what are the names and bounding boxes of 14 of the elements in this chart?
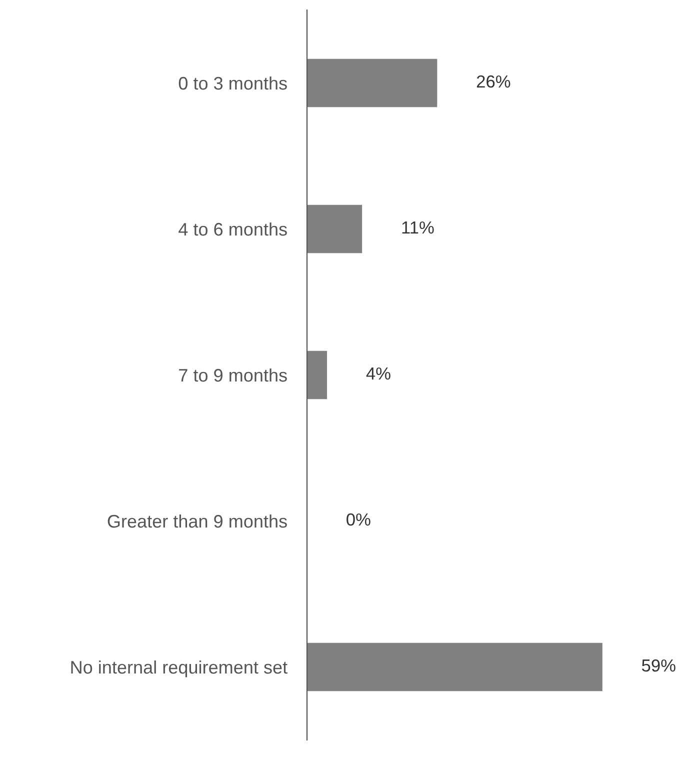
y-tick-label: 0 to 3 months — [178, 76, 287, 90]
y-tick-label: 4 to 6 months — [178, 222, 287, 236]
data-label: 26% — [476, 75, 510, 88]
data-label: 0% — [346, 513, 370, 526]
y-tick-label: No internal requirement set — [71, 660, 288, 678]
bar — [307, 642, 602, 692]
bar — [307, 350, 328, 400]
data-label: 11% — [402, 221, 434, 234]
data-label: 4% — [366, 367, 390, 380]
bar — [307, 204, 362, 254]
bar — [307, 58, 438, 108]
data-label: 59% — [642, 659, 676, 672]
y-tick-label: Greater than 9 months — [108, 514, 287, 528]
y-tick-label: 7 to 9 months — [179, 368, 287, 382]
